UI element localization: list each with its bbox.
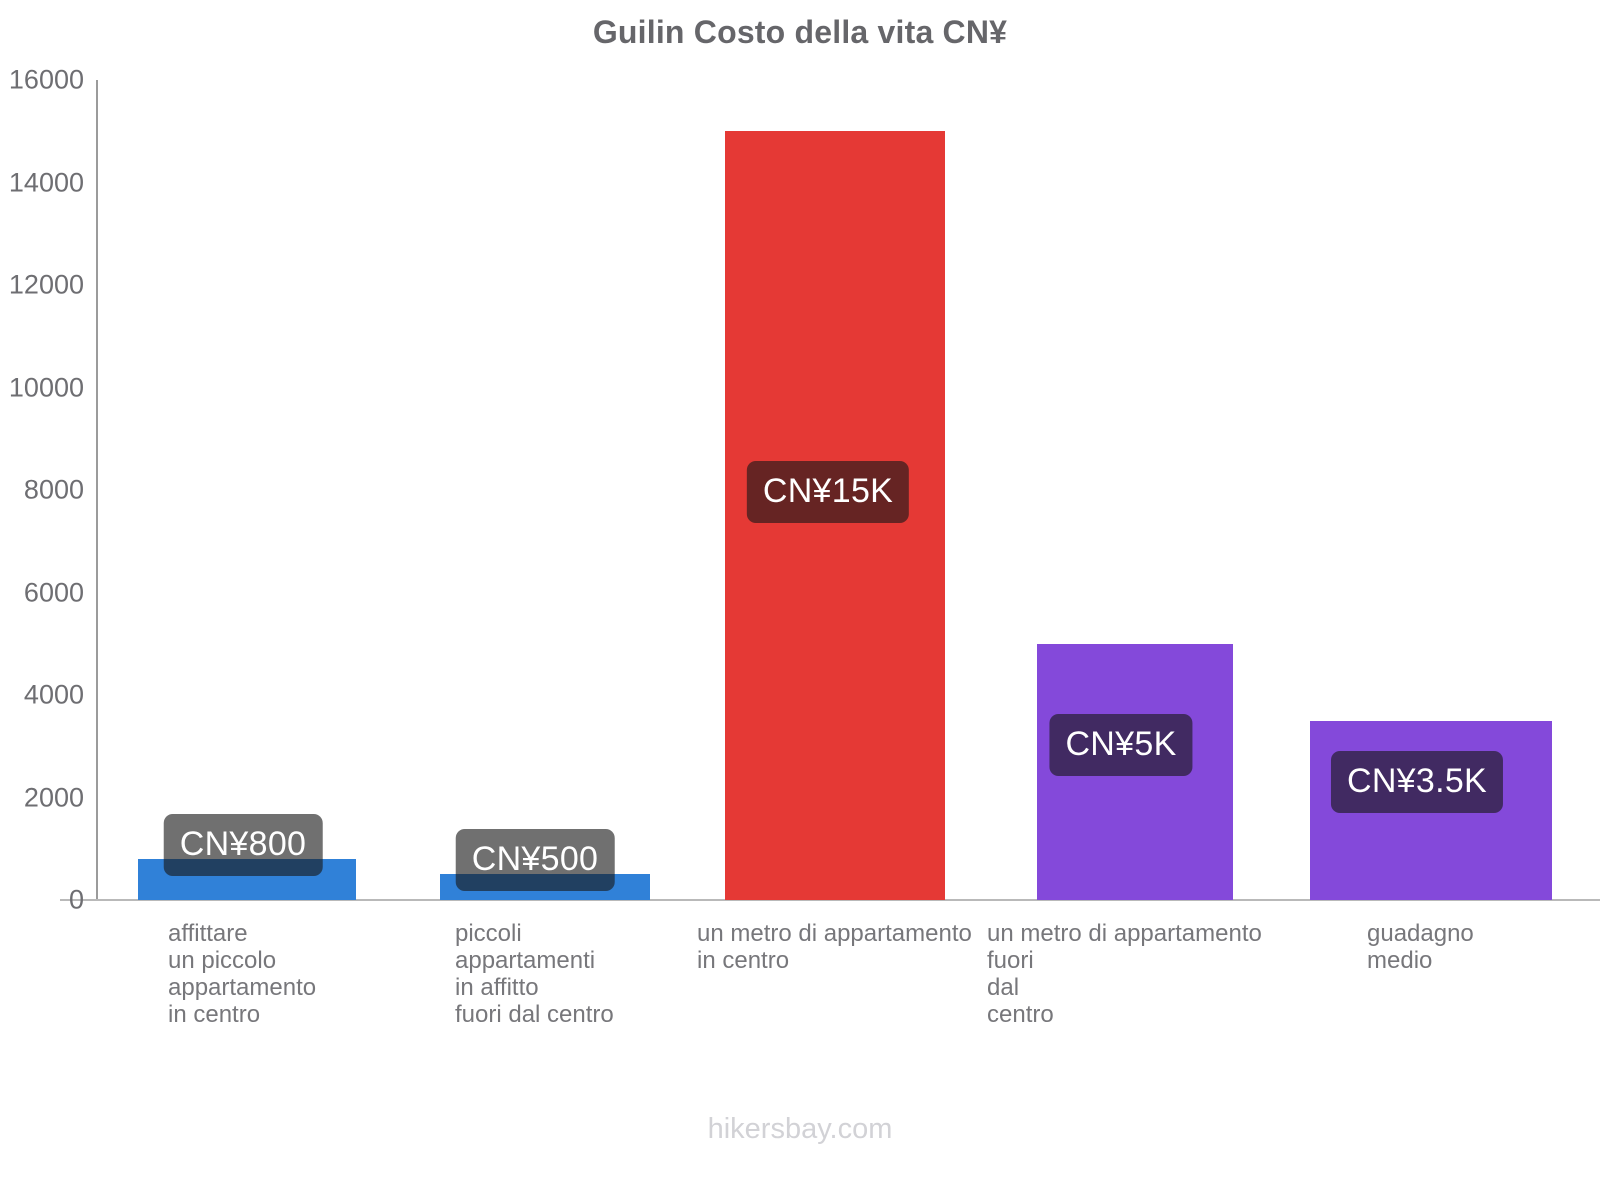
y-axis-tick-label: 6000 xyxy=(23,577,84,607)
y-axis-tick-label: 2000 xyxy=(23,782,84,812)
y-axis-tick-label: 14000 xyxy=(8,167,84,197)
bar-value-label: CN¥500 xyxy=(455,829,615,892)
page-title: Guilin Costo della vita CN¥ xyxy=(592,14,1008,50)
y-axis-tick-label: 12000 xyxy=(8,269,84,300)
x-axis-baseline xyxy=(60,899,1600,901)
bar-value-label: CN¥15K xyxy=(746,461,910,524)
y-axis-tick-mark xyxy=(88,899,98,901)
y-axis-tick-label: 4000 xyxy=(23,679,84,710)
y-axis-tick-label: 10000 xyxy=(8,372,84,402)
footer-watermark: hikersbay.com xyxy=(707,1113,893,1145)
x-axis-category-label: guadagno medio xyxy=(1367,920,1474,974)
x-axis-category-label: un metro di appartamento in centro xyxy=(697,920,972,974)
y-axis-tick-label: 8000 xyxy=(23,474,84,505)
y-axis-tick-label: 0 xyxy=(68,884,84,915)
x-axis-category-label: affittare un piccolo appartamento in cen… xyxy=(168,920,317,1028)
bar-value-label: CN¥5K xyxy=(1049,713,1193,776)
x-axis-category-label: un metro di appartamento fuori dal centr… xyxy=(987,920,1262,1028)
bar-value-label: CN¥3.5K xyxy=(1330,750,1504,813)
bar-value-label: CN¥800 xyxy=(163,814,323,876)
y-axis-tick-label: 16000 xyxy=(8,64,84,95)
x-axis-category-label: piccoli appartamenti in affitto fuori da… xyxy=(455,920,614,1028)
y-axis-line xyxy=(96,80,98,900)
